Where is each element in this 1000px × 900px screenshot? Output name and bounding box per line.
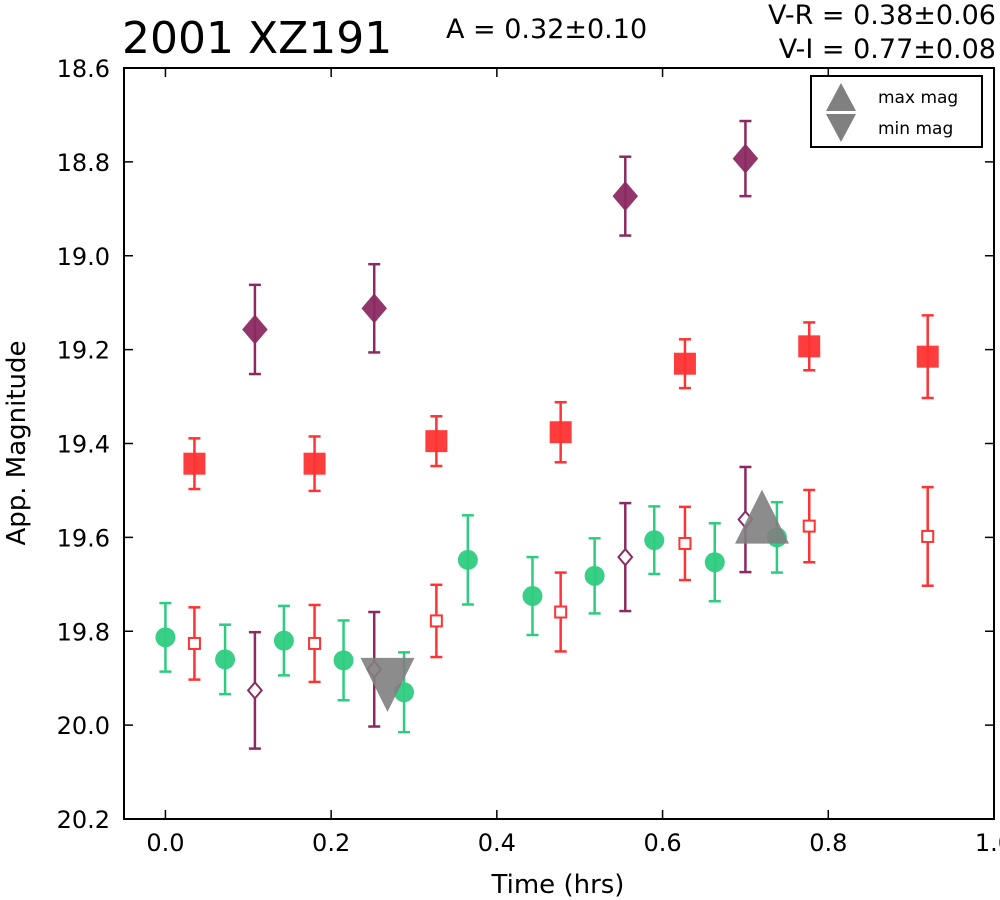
circle-point (215, 649, 236, 670)
min-mag-triangle-icon (826, 114, 856, 142)
y-tick-label: 19.4 (57, 431, 110, 459)
y-tick-label: 19.6 (57, 524, 110, 552)
square-point (303, 452, 326, 475)
square-point (916, 345, 939, 368)
diamond-point (246, 680, 264, 700)
circle-point (273, 630, 294, 651)
square-point (673, 352, 696, 375)
y-axis-label: App. Magnitude (2, 340, 32, 545)
x-tick-label: 0.0 (146, 829, 184, 857)
x-tick-label: 1.0 (975, 829, 1000, 857)
axis-ticks: 0.0 0.2 0.4 0.6 0.8 1.0 18.6 18.8 19.0 19.2 19.4 19… (57, 55, 1000, 857)
legend-label-max-mag: max mag (878, 88, 958, 108)
x-tick-label: 0.2 (312, 829, 350, 857)
square-point (425, 430, 448, 453)
x-tick-label: 0.6 (643, 829, 681, 857)
diamond-point (612, 181, 639, 212)
x-tick-label: 0.4 (478, 829, 516, 857)
y-tick-label: 20.2 (57, 806, 110, 834)
square-point (678, 536, 692, 550)
circle-point (704, 552, 725, 573)
x-axis-label: Time (hrs) (491, 870, 625, 900)
square-point (802, 519, 816, 533)
circle-point (522, 586, 543, 607)
y-tick-label: 19.8 (57, 618, 110, 646)
data-marks (155, 119, 939, 750)
diamond-point (732, 143, 759, 174)
square-point (183, 452, 206, 475)
diamond-point (361, 293, 387, 324)
chart-title: 2001 XZ191 (122, 13, 393, 64)
square-point (187, 636, 201, 650)
y-tick-label: 18.8 (57, 149, 110, 177)
y-tick-label: 19.2 (57, 337, 110, 365)
max-mag-marker (735, 489, 789, 544)
y-tick-label: 19.0 (57, 243, 110, 271)
circle-point (155, 627, 176, 648)
amplitude-readout: A = 0.32±0.10 (446, 14, 648, 45)
x-tick-label: 0.8 (809, 829, 847, 857)
circle-point (333, 650, 354, 671)
circle-point (584, 565, 605, 586)
square-point (554, 605, 568, 619)
square-point (921, 529, 935, 543)
square-point (549, 421, 572, 444)
color-index-vi: V-I = 0.77±0.08 (778, 34, 996, 65)
legend: max mag min mag (810, 75, 983, 148)
square-point (798, 335, 821, 358)
y-tick-label: 18.6 (57, 55, 110, 83)
min-mag-marker (360, 657, 415, 712)
circle-point (644, 530, 665, 551)
legend-label-min-mag: min mag (878, 119, 953, 139)
diamond-point (242, 314, 268, 345)
diamond-point (617, 547, 634, 567)
square-point (308, 636, 322, 650)
circle-point (457, 549, 478, 570)
max-mag-triangle-icon (826, 83, 856, 111)
color-index-vr: V-R = 0.38±0.06 (767, 0, 996, 31)
square-point (429, 614, 443, 628)
y-tick-label: 20.0 (57, 712, 110, 740)
